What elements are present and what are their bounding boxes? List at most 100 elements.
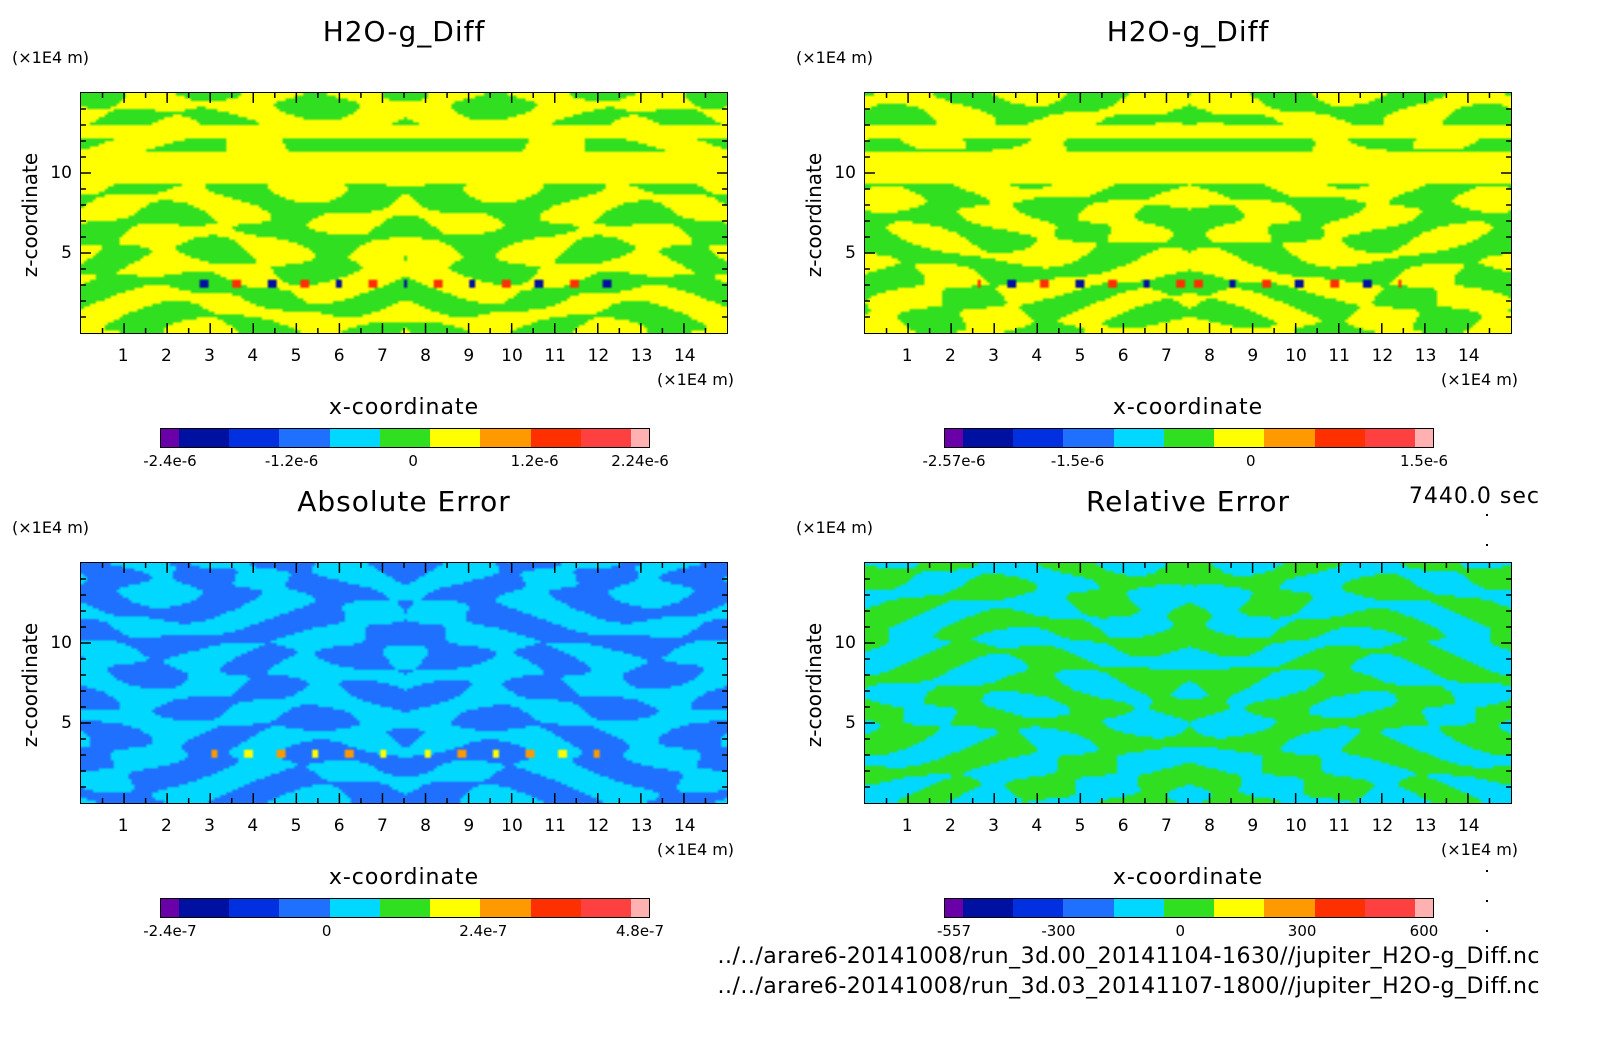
heatmap-field bbox=[81, 93, 727, 333]
x-tick-label: 9 bbox=[463, 816, 475, 836]
colorbar-segment bbox=[962, 429, 1013, 447]
heatmap-field bbox=[81, 563, 727, 803]
plot-area bbox=[864, 562, 1512, 804]
decor-dot bbox=[1486, 514, 1488, 516]
colorbar-segment bbox=[228, 429, 280, 447]
x-tick-label: 9 bbox=[463, 346, 475, 366]
x-tick-label: 5 bbox=[1074, 816, 1086, 836]
x-unit-label: (×1E4 m) bbox=[657, 370, 735, 389]
y-axis-label: z-coordinate bbox=[802, 622, 826, 748]
decor-dot bbox=[1486, 900, 1488, 902]
colorbar-label: 0 bbox=[1175, 922, 1186, 940]
y-tick-label: 10 bbox=[834, 162, 856, 183]
x-tick-label: 13 bbox=[630, 346, 653, 366]
x-unit-label: (×1E4 m) bbox=[1441, 370, 1519, 389]
x-tick-label: 7 bbox=[1160, 816, 1172, 836]
y-tick-label: 5 bbox=[845, 713, 856, 734]
colorbar-segment bbox=[581, 429, 632, 447]
x-tick-label: 12 bbox=[587, 816, 610, 836]
colorbar-segment bbox=[1163, 429, 1215, 447]
colorbar-segment bbox=[530, 429, 582, 447]
time-label: 7440.0 sec bbox=[1408, 484, 1540, 509]
colorbar-segment bbox=[581, 899, 632, 917]
colorbar bbox=[944, 428, 1434, 448]
x-tick-label: 14 bbox=[1457, 346, 1480, 366]
x-tick-label: 5 bbox=[290, 816, 302, 836]
y-unit-label: (×1E4 m) bbox=[12, 48, 90, 67]
colorbar-segment bbox=[1063, 899, 1114, 917]
x-axis-label: x-coordinate bbox=[1112, 865, 1264, 890]
x-axis-label: x-coordinate bbox=[328, 865, 480, 890]
decor-dot bbox=[1486, 930, 1488, 932]
y-tick-label: 10 bbox=[834, 632, 856, 653]
colorbar-segment bbox=[279, 429, 330, 447]
colorbar-label: 0 bbox=[1246, 452, 1256, 470]
x-tick-label: 13 bbox=[630, 816, 653, 836]
x-tick-label: 5 bbox=[290, 346, 302, 366]
colorbar-label: 2.4e-7 bbox=[459, 922, 508, 940]
y-unit-label: (×1E4 m) bbox=[12, 518, 90, 537]
colorbar-label: -2.57e-6 bbox=[922, 452, 986, 470]
x-tick-label: 14 bbox=[673, 816, 696, 836]
colorbar-segment bbox=[379, 899, 431, 917]
x-tick-label: 13 bbox=[1414, 816, 1437, 836]
colorbar-segment bbox=[480, 899, 531, 917]
x-tick-label: 4 bbox=[1031, 346, 1043, 366]
colorbar-segment bbox=[178, 429, 229, 447]
x-tick-label: 2 bbox=[160, 346, 172, 366]
colorbar bbox=[160, 428, 650, 448]
colorbar-label: -557 bbox=[936, 922, 972, 940]
x-tick-label: 1 bbox=[117, 816, 129, 836]
plot-area bbox=[80, 562, 728, 804]
x-axis-label: x-coordinate bbox=[328, 395, 480, 420]
colorbar-segment bbox=[1365, 899, 1416, 917]
colorbar-segment bbox=[1063, 429, 1114, 447]
chart-panel: Relative Error (×1E4 m) z-coordinate 5 10 1 2 3… bbox=[784, 470, 1544, 940]
colorbar-segment bbox=[1415, 429, 1434, 447]
colorbar-label: -300 bbox=[1041, 922, 1076, 940]
x-tick-label: 10 bbox=[1285, 346, 1307, 366]
colorbar-segment bbox=[1365, 429, 1416, 447]
x-unit-label: (×1E4 m) bbox=[657, 840, 735, 859]
chart-panel: H2O-g_Diff (×1E4 m) z-coordinate 5 10 1 2 3 4 5 6 7… bbox=[784, 0, 1544, 470]
heatmap-field bbox=[865, 93, 1511, 333]
x-tick-label: 2 bbox=[944, 346, 956, 366]
chart-title: H2O-g_Diff bbox=[322, 15, 486, 48]
x-tick-label: 5 bbox=[1074, 346, 1086, 366]
colorbar-segment bbox=[945, 429, 963, 447]
tick-marks bbox=[81, 563, 727, 803]
colorbar bbox=[160, 898, 650, 918]
x-tick-label: 1 bbox=[901, 816, 913, 836]
file-path-1: ../../arare6-20141008/run_3d.00_20141104… bbox=[717, 944, 1540, 969]
y-tick-label: 10 bbox=[50, 632, 72, 653]
colorbar-label: -1.5e-6 bbox=[1050, 452, 1105, 470]
x-tick-label: 8 bbox=[1204, 346, 1216, 366]
x-tick-label: 11 bbox=[544, 816, 567, 836]
colorbar-segment bbox=[1264, 899, 1315, 917]
colorbar-segment bbox=[228, 899, 280, 917]
x-tick-label: 8 bbox=[1204, 816, 1216, 836]
x-tick-label: 4 bbox=[247, 816, 259, 836]
chart-title: Absolute Error bbox=[297, 485, 511, 518]
colorbar-segment bbox=[1264, 429, 1315, 447]
colorbar-segment bbox=[430, 899, 481, 917]
y-tick-label: 5 bbox=[61, 243, 72, 264]
x-tick-label: 10 bbox=[501, 816, 523, 836]
plot-area bbox=[864, 92, 1512, 334]
y-tick-label: 5 bbox=[61, 713, 72, 734]
heatmap-field bbox=[865, 563, 1511, 803]
x-tick-label: 7 bbox=[376, 816, 388, 836]
colorbar-segment bbox=[161, 899, 179, 917]
x-tick-label: 10 bbox=[1285, 816, 1307, 836]
y-unit-label: (×1E4 m) bbox=[796, 518, 874, 537]
colorbar-label: -2.4e-7 bbox=[143, 922, 197, 940]
colorbar-label: 600 bbox=[1409, 922, 1439, 940]
y-axis-label: z-coordinate bbox=[18, 152, 42, 278]
colorbar-segment bbox=[1113, 899, 1164, 917]
colorbar-segment bbox=[480, 429, 531, 447]
colorbar-segment bbox=[1163, 899, 1215, 917]
x-tick-label: 3 bbox=[988, 816, 1000, 836]
x-tick-label: 11 bbox=[1328, 346, 1351, 366]
x-axis-label: x-coordinate bbox=[1112, 395, 1264, 420]
chart-title: H2O-g_Diff bbox=[1106, 15, 1270, 48]
